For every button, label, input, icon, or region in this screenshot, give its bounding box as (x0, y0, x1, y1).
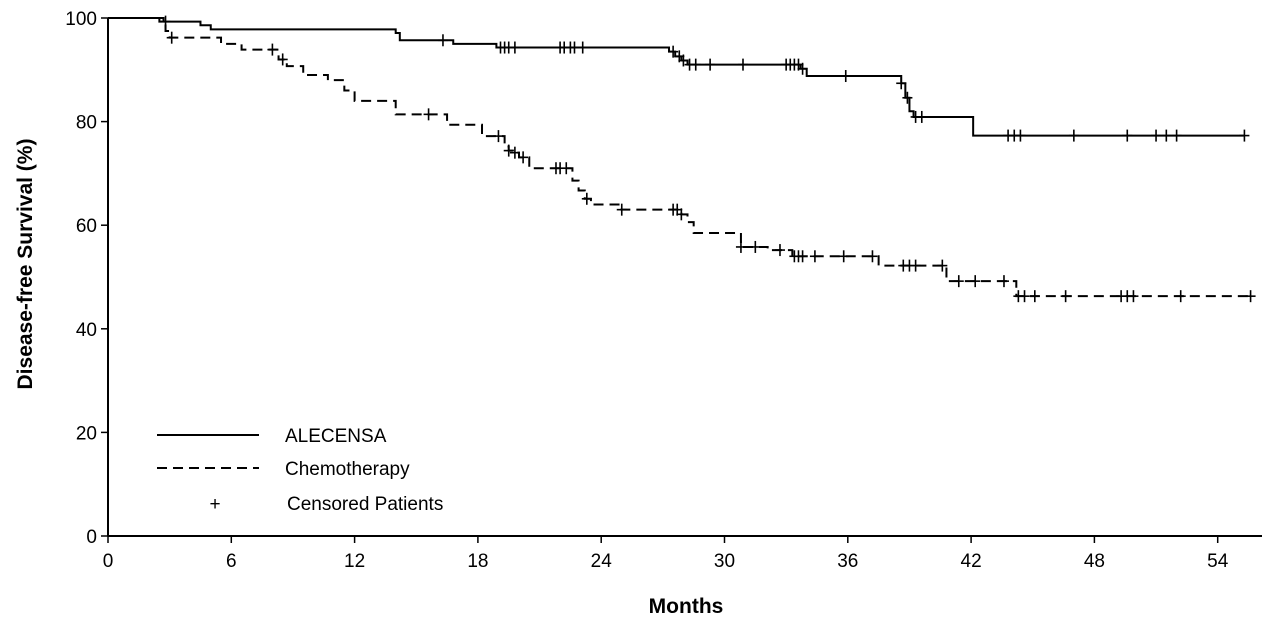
censor-mark-alecensa (840, 70, 851, 83)
censor-mark-chemotherapy (970, 275, 981, 288)
axes: 0 6 12 18 24 30 36 42 48 54 0 20 40 60 80 100 (65, 9, 1262, 572)
x-tick-label: 24 (591, 551, 613, 572)
censor-mark-chemotherapy (561, 162, 572, 175)
censor-mark-alecensa (705, 58, 716, 71)
censor-mark-chemotherapy (1128, 290, 1139, 303)
censor-mark-alecensa (1122, 129, 1133, 142)
censor-mark-chemotherapy (953, 275, 964, 288)
censor-mark-chemotherapy (750, 240, 761, 253)
censor-mark-chemotherapy (867, 250, 878, 263)
censor-mark-chemotherapy (503, 144, 514, 157)
y-tick-label: 20 (76, 423, 97, 444)
y-tick-label: 0 (86, 527, 97, 548)
legend: ALECENSA Chemotherapy + Censored Patient… (157, 426, 443, 515)
censor-mark-chemotherapy (581, 192, 592, 205)
x-tick-label: 42 (961, 551, 982, 572)
censor-mark-alecensa (1068, 129, 1079, 142)
y-axis-title: Disease-free Survival (%) (14, 139, 37, 390)
censor-mark-chemotherapy (267, 43, 278, 56)
x-tick-label: 48 (1084, 551, 1105, 572)
censor-mark-chemotherapy (1175, 290, 1186, 303)
censor-mark-chemotherapy (166, 31, 177, 44)
x-tick-label: 12 (344, 551, 365, 572)
censor-mark-chemotherapy (1245, 290, 1256, 303)
x-tick-label: 18 (467, 551, 488, 572)
y-tick-label: 80 (76, 113, 97, 134)
x-tick-label: 6 (226, 551, 237, 572)
censor-mark-chemotherapy (509, 146, 520, 159)
censor-mark-alecensa (902, 91, 913, 104)
series-line-alecensa (108, 17, 1245, 137)
x-axis-title: Months (649, 595, 724, 618)
censor-mark-chemotherapy (838, 250, 849, 263)
censor-mark-alecensa (1015, 129, 1026, 142)
y-tick-label: 100 (65, 9, 97, 30)
censor-mark-chemotherapy (797, 250, 808, 263)
censor-mark-alecensa (1151, 129, 1162, 142)
censor-mark-alecensa (1171, 129, 1182, 142)
censor-mark-alecensa (797, 62, 808, 75)
censor-mark-alecensa (1161, 129, 1172, 142)
censor-mark-chemotherapy (910, 259, 921, 272)
y-tick-label: 60 (76, 216, 97, 237)
x-tick-label: 54 (1207, 551, 1229, 572)
censor-mark-alecensa (577, 41, 588, 54)
censor-mark-alecensa (690, 58, 701, 71)
censor-mark-chemotherapy (277, 53, 288, 66)
plot-area (108, 15, 1256, 303)
censor-mark-alecensa (509, 41, 520, 54)
censor-mark-alecensa (678, 54, 689, 67)
censor-mark-chemotherapy (1019, 290, 1030, 303)
censor-mark-alecensa (668, 45, 679, 58)
y-tick-label: 40 (76, 320, 97, 341)
censor-mark-alecensa (896, 77, 907, 90)
x-tick-label: 0 (103, 551, 114, 572)
censor-mark-chemotherapy (774, 244, 785, 257)
censor-mark-chemotherapy (493, 130, 504, 143)
censor-mark-chemotherapy (735, 240, 746, 253)
censor-mark-chemotherapy (809, 250, 820, 263)
censor-mark-chemotherapy (423, 108, 434, 121)
censor-mark-chemotherapy (676, 208, 687, 221)
censor-mark-alecensa (737, 58, 748, 71)
x-tick-label: 30 (714, 551, 735, 572)
censor-mark-chemotherapy (616, 203, 627, 216)
x-tick-label: 36 (837, 551, 858, 572)
censor-mark-chemotherapy (518, 151, 529, 164)
censor-mark-chemotherapy (1060, 290, 1071, 303)
legend-label-censored: Censored Patients (287, 494, 443, 515)
censor-mark-chemotherapy (937, 259, 948, 272)
censor-mark-chemotherapy (1029, 290, 1040, 303)
censor-mark-alecensa (437, 34, 448, 47)
legend-label-chemotherapy: Chemotherapy (285, 459, 410, 480)
censor-mark-alecensa (916, 110, 927, 123)
legend-label-alecensa: ALECENSA (285, 426, 387, 447)
legend-censor-symbol: + (209, 494, 220, 515)
censor-mark-chemotherapy (998, 275, 1009, 288)
censor-mark-alecensa (1239, 129, 1250, 142)
